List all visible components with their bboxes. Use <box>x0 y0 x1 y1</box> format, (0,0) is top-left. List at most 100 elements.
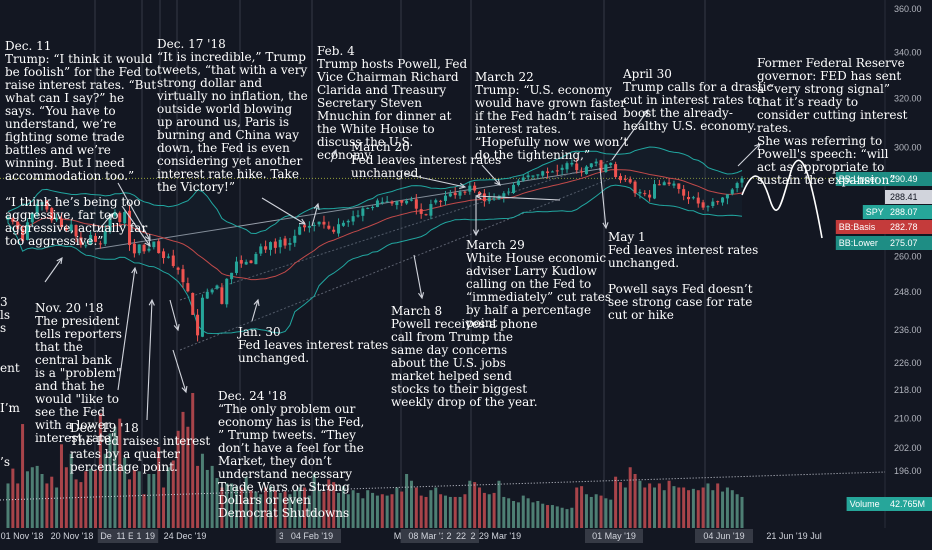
volume-bar <box>205 469 209 528</box>
candle-body <box>672 183 676 186</box>
badge-label-bg <box>835 172 885 186</box>
time-tick-label: 11 <box>116 531 125 541</box>
candle-body <box>580 171 584 173</box>
candle-body <box>278 239 282 248</box>
note-nov-20: Nov. 20 '18 The president tells reporter… <box>35 301 122 445</box>
badge-value-bg <box>885 236 932 250</box>
volume-ma-line <box>0 471 886 501</box>
candle-body <box>361 208 365 216</box>
arrow-head <box>144 239 151 248</box>
candle-body <box>565 163 569 170</box>
volume-bar <box>516 502 520 528</box>
annotation-arrow <box>121 205 151 247</box>
time-tick-label: 04 Jun '19 <box>703 531 744 541</box>
volume-bar <box>643 487 647 528</box>
volume-bar <box>50 476 54 528</box>
volume-bar <box>371 492 375 528</box>
volume-bar <box>677 487 681 528</box>
volume-bar <box>662 490 666 528</box>
volume-bar <box>25 471 29 528</box>
projection-curve <box>741 159 823 239</box>
volume-bar <box>701 487 705 528</box>
candle-body <box>351 216 355 222</box>
volume-bar <box>614 476 618 528</box>
candle-body <box>458 191 462 196</box>
volume-bar <box>730 490 734 528</box>
volume-bar <box>429 490 433 528</box>
volume-bar <box>16 483 20 528</box>
volume-bar <box>230 483 234 528</box>
candle-body <box>84 245 88 247</box>
time-tick-label: Ma <box>394 531 407 541</box>
candle-body <box>317 221 321 225</box>
annotation-arrow <box>475 195 561 201</box>
volume-bar <box>298 487 302 528</box>
candle-body <box>293 235 297 243</box>
time-tick-label: 19 <box>145 531 155 541</box>
candle-body <box>395 201 399 206</box>
candle-body <box>59 218 63 228</box>
volume-bar <box>478 487 482 528</box>
badge-value-bg <box>885 220 932 234</box>
volume-bar <box>59 444 63 528</box>
volume-bar <box>166 467 170 528</box>
volume-bar <box>103 453 107 528</box>
arrow-head <box>298 218 307 225</box>
volume-bar <box>716 483 720 528</box>
annotation-arrow <box>117 182 151 241</box>
annotation-arrows <box>44 108 761 421</box>
price-tick-label: 202.00 <box>894 443 922 453</box>
candle-body <box>21 228 25 241</box>
candle-body <box>405 200 409 204</box>
volume-bar <box>439 494 443 528</box>
volume-bar <box>181 411 185 528</box>
volume-bar <box>147 474 151 528</box>
time-label-highlight <box>283 529 341 543</box>
annotation-arrow <box>172 349 187 393</box>
volume-bar <box>337 492 341 528</box>
badge-label: BB:Upper <box>839 174 878 184</box>
volume-bar <box>521 495 525 528</box>
note-march-20: March 20 Fed leaves interest rates uncha… <box>351 140 502 180</box>
candle-body <box>298 226 302 235</box>
candle-body <box>307 225 311 228</box>
candle-body <box>230 272 234 280</box>
volume-bar <box>244 476 248 528</box>
time-tick-label: De <box>100 531 112 541</box>
volume-bar <box>303 487 307 528</box>
candle-body <box>677 183 681 189</box>
edge-fragment-2: ent <box>0 361 20 375</box>
note-april-30: April 30 Trump calls for a drastic cut i… <box>623 67 774 133</box>
arrow-head <box>418 292 425 300</box>
candle-body <box>390 201 394 204</box>
volume-bar <box>580 486 584 528</box>
candle-body <box>239 260 243 264</box>
candle-body <box>526 175 530 178</box>
arrow-head <box>474 193 482 200</box>
volume-bar <box>268 486 272 528</box>
note-march-29: March 29 White House economic adviser La… <box>466 238 612 330</box>
candle-body <box>657 184 661 186</box>
volume-bar <box>283 491 287 528</box>
volume-bar <box>21 424 25 528</box>
candle-body <box>380 201 384 203</box>
volume-bar <box>570 507 574 528</box>
candle-body <box>244 261 248 265</box>
volume-bar <box>191 393 195 528</box>
candle-body <box>701 202 705 208</box>
candle-body <box>288 242 292 245</box>
volume-bar <box>307 495 311 528</box>
annotation-arrow <box>737 143 761 167</box>
candle-body <box>171 255 175 266</box>
candle-body <box>696 197 700 204</box>
candle-body <box>283 238 287 246</box>
arrow-head <box>754 143 761 150</box>
volume-bar <box>512 501 516 528</box>
volume-bar <box>555 506 559 528</box>
candle-body <box>691 197 695 199</box>
volume-bar <box>691 488 695 528</box>
volume-bar <box>35 465 39 528</box>
volume-bar <box>11 468 15 528</box>
